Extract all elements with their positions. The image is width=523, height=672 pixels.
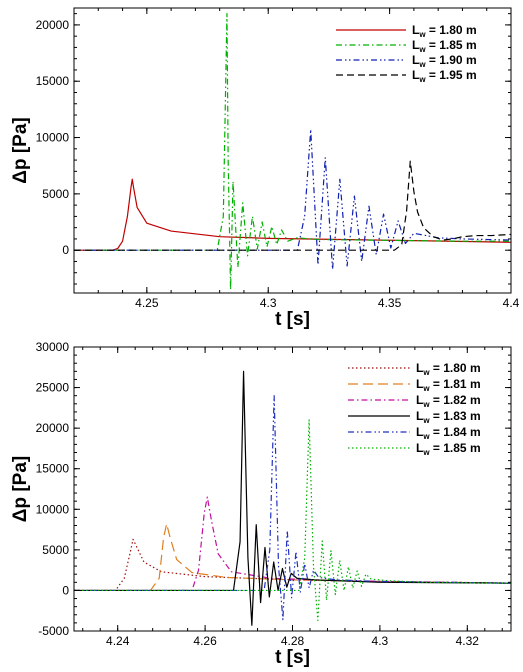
y-tick-label: -5000 bbox=[38, 624, 69, 638]
chart-panel-2: 4.24 4.26 4.28 4.3 4.32 -5000 0 5000 10000 15000 2… bbox=[10, 340, 512, 668]
x-tick-label: 4.3 bbox=[372, 634, 389, 648]
y-tick-label: 15000 bbox=[36, 462, 70, 476]
x-tick-label: 4.3 bbox=[260, 296, 277, 310]
legend-entry-2: Lw = 1.85 m bbox=[412, 38, 477, 54]
legend-entry-2: Lw = 1.81 m bbox=[416, 377, 481, 393]
y-axis-label: Δp [Pa] bbox=[10, 456, 31, 522]
legend-entry-4: Lw = 1.95 m bbox=[412, 68, 477, 84]
series-line-6 bbox=[74, 419, 511, 622]
x-axis-label: t [s] bbox=[275, 309, 310, 330]
x-tick-label: 4.4 bbox=[503, 296, 520, 310]
legend: Lw = 1.80 mLw = 1.85 mLw = 1.90 mLw = 1.… bbox=[336, 23, 477, 84]
y-tick-label: 0 bbox=[62, 243, 69, 257]
series-line-4 bbox=[74, 160, 511, 251]
y-tick-label: 0 bbox=[62, 583, 69, 597]
y-tick-label: 10000 bbox=[36, 131, 70, 145]
series-line-3 bbox=[74, 496, 511, 592]
legend-entry-3: Lw = 1.90 m bbox=[412, 53, 477, 69]
y-tick-label: 10000 bbox=[36, 502, 70, 516]
y-tick-label: 5000 bbox=[42, 543, 69, 557]
x-tick-label: 4.35 bbox=[378, 296, 402, 310]
legend-entry-5: Lw = 1.84 m bbox=[416, 425, 481, 441]
legend-entry-1: Lw = 1.80 m bbox=[412, 23, 477, 39]
x-axis-label: t [s] bbox=[275, 647, 310, 668]
y-tick-label: 15000 bbox=[36, 74, 70, 88]
legend-entry-4: Lw = 1.83 m bbox=[416, 409, 481, 425]
y-tick-label: 20000 bbox=[36, 421, 70, 435]
y-tick-label: 5000 bbox=[42, 187, 69, 201]
legend: Lw = 1.80 mLw = 1.81 mLw = 1.82 mLw = 1.… bbox=[348, 361, 481, 457]
series-line-2 bbox=[74, 13, 511, 291]
legend-entry-3: Lw = 1.82 m bbox=[416, 393, 481, 409]
legend-entry-1: Lw = 1.80 m bbox=[416, 361, 481, 377]
x-tick-label: 4.26 bbox=[193, 634, 217, 648]
x-tick-label: 4.28 bbox=[281, 634, 305, 648]
y-axis-label: Δp [Pa] bbox=[10, 117, 31, 183]
chart-panel-1: 4.25 4.3 4.35 4.4 0 5000 10000 15000 20000 t [s] Δ… bbox=[10, 7, 520, 330]
x-tick-label: 4.24 bbox=[106, 634, 130, 648]
legend-entry-6: Lw = 1.85 m bbox=[416, 441, 481, 457]
x-tick-label: 4.32 bbox=[456, 634, 480, 648]
y-tick-label: 25000 bbox=[36, 381, 70, 395]
series-line-2 bbox=[74, 523, 511, 592]
series-line-5 bbox=[74, 395, 511, 621]
series-line-3 bbox=[74, 129, 511, 270]
y-tick-label: 20000 bbox=[36, 18, 70, 32]
x-tick-label: 4.25 bbox=[135, 296, 159, 310]
y-tick-label: 30000 bbox=[36, 340, 70, 354]
